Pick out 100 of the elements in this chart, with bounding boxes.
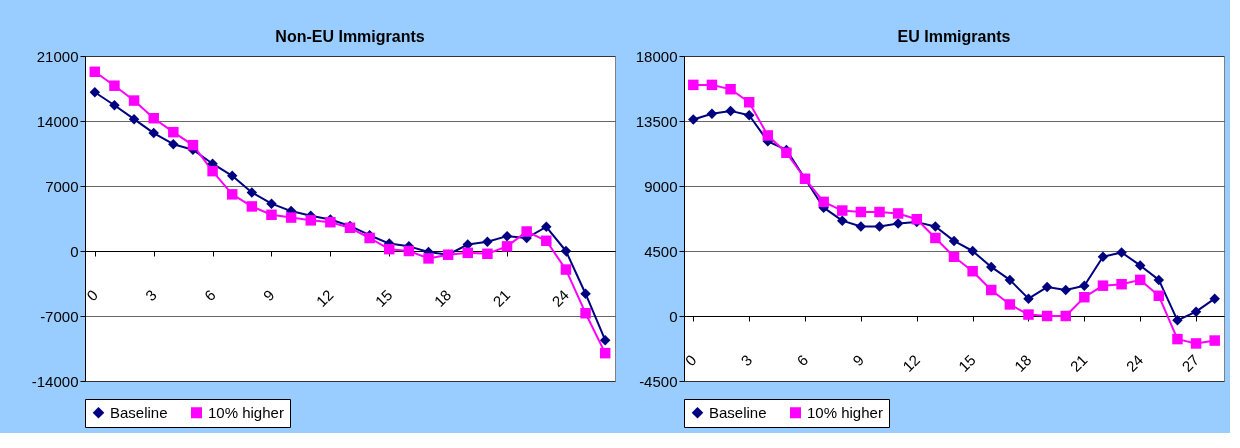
point xyxy=(109,80,120,91)
y-tick-label: -4500 xyxy=(639,372,678,390)
point xyxy=(521,226,532,237)
x-tick-label: 12 xyxy=(312,286,337,310)
x-tick-label: 6 xyxy=(793,351,812,370)
y-tick-label: 7000 xyxy=(45,177,79,195)
point xyxy=(855,221,867,232)
point xyxy=(423,253,434,264)
x-tick-label: 24 xyxy=(548,286,573,310)
y-tick-label: 18000 xyxy=(635,47,678,65)
point xyxy=(580,307,591,319)
point xyxy=(168,138,179,150)
point xyxy=(187,139,199,151)
legend-label: 10% higher xyxy=(807,403,883,421)
x-tick-label: 24 xyxy=(1122,351,1147,375)
point xyxy=(89,86,101,98)
point xyxy=(1190,338,1202,349)
point xyxy=(1116,278,1127,290)
legend-label: Baseline xyxy=(709,403,767,421)
x-tick-label: 27 xyxy=(1178,351,1203,375)
point xyxy=(892,208,904,219)
x-tick-label: 0 xyxy=(83,286,101,305)
point xyxy=(226,170,238,182)
x-tick-label: 12 xyxy=(899,351,923,375)
point xyxy=(1079,280,1090,291)
point xyxy=(482,248,493,260)
point xyxy=(1134,260,1146,271)
point xyxy=(1097,251,1109,263)
point xyxy=(1097,280,1109,291)
point xyxy=(1134,274,1146,286)
point xyxy=(501,230,513,242)
y-tick-label: 9000 xyxy=(644,177,678,195)
point xyxy=(986,284,997,296)
point xyxy=(874,206,885,218)
point xyxy=(560,264,572,275)
y-tick-label: 0 xyxy=(669,307,678,325)
y-tick-label: 14000 xyxy=(36,112,79,130)
point xyxy=(762,130,774,141)
point xyxy=(688,114,699,125)
point xyxy=(1079,291,1090,303)
point xyxy=(403,245,415,257)
point xyxy=(246,201,258,212)
point xyxy=(1041,281,1053,293)
point xyxy=(874,221,885,232)
point xyxy=(384,243,395,255)
point xyxy=(128,95,140,106)
point xyxy=(1023,293,1034,304)
point xyxy=(541,235,552,247)
point xyxy=(948,251,960,263)
y-tick-label: 13500 xyxy=(635,112,678,130)
point xyxy=(266,209,277,221)
x-tick-label: 0 xyxy=(681,351,700,370)
x-tick-label: 21 xyxy=(489,286,514,310)
point xyxy=(1004,274,1016,286)
point xyxy=(725,105,736,117)
point xyxy=(837,205,848,216)
point xyxy=(818,196,829,208)
point xyxy=(967,245,978,257)
legend-label: Baseline xyxy=(110,403,168,421)
point xyxy=(1172,315,1183,326)
point xyxy=(930,232,941,244)
x-tick-label: 9 xyxy=(849,351,868,370)
point xyxy=(986,261,997,273)
point xyxy=(207,165,218,177)
point xyxy=(599,334,611,346)
point xyxy=(128,113,140,125)
point xyxy=(892,218,904,229)
point xyxy=(1060,284,1071,296)
point xyxy=(1209,335,1220,346)
point xyxy=(837,215,848,226)
point xyxy=(89,66,101,78)
point xyxy=(599,347,611,359)
point xyxy=(1060,310,1071,322)
point xyxy=(1209,293,1220,304)
point xyxy=(148,112,159,124)
point xyxy=(560,245,572,257)
y-tick-label: -14000 xyxy=(31,372,79,390)
point xyxy=(305,215,316,226)
point xyxy=(501,241,513,252)
point xyxy=(967,265,978,277)
point xyxy=(725,83,736,95)
point xyxy=(688,79,699,91)
point xyxy=(743,96,755,108)
point xyxy=(462,247,474,259)
x-tick-label: 18 xyxy=(430,286,455,310)
point xyxy=(1004,299,1016,310)
point xyxy=(1041,310,1053,322)
point xyxy=(948,235,960,247)
point xyxy=(1116,247,1127,258)
point xyxy=(1190,306,1202,317)
x-tick-label: 21 xyxy=(1066,351,1091,375)
y-tick-label: 0 xyxy=(70,242,79,260)
point xyxy=(266,198,277,209)
x-tick-label: 15 xyxy=(954,351,979,375)
legend-label: 10% higher xyxy=(208,403,284,421)
x-tick-label: 3 xyxy=(141,286,160,305)
point xyxy=(930,221,941,232)
point xyxy=(743,109,755,121)
point xyxy=(285,212,297,223)
point xyxy=(226,189,238,200)
